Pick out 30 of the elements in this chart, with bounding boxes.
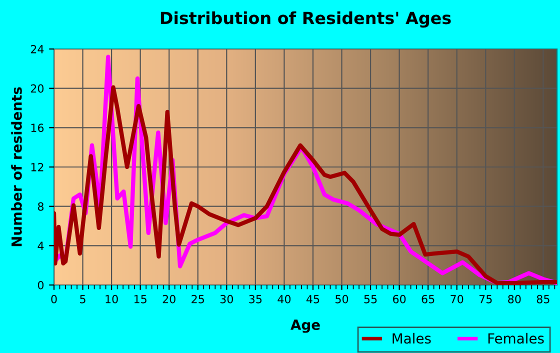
x-tick-label: 80 xyxy=(508,294,521,304)
y-tick-label: 20 xyxy=(30,84,44,93)
x-tick-label: 25 xyxy=(192,294,204,304)
x-tick-label: 35 xyxy=(249,294,262,304)
x-tick-label: 70 xyxy=(450,294,464,304)
x-tick-label: 60 xyxy=(393,294,406,304)
x-tick-label: 40 xyxy=(278,294,291,304)
y-tick-label: 8 xyxy=(38,202,44,211)
x-tick-label: 65 xyxy=(422,294,434,304)
legend-label: Males xyxy=(392,332,431,344)
y-tick-label: 4 xyxy=(38,242,44,250)
y-tick-label: 12 xyxy=(31,162,44,172)
y-tick-label: 16 xyxy=(31,124,44,132)
chart-title: Distribution of Residents' Ages xyxy=(160,11,451,28)
x-tick-label: 0 xyxy=(51,294,57,304)
x-axis-title: Age xyxy=(290,320,320,333)
y-axis-title: Number of residents xyxy=(11,87,22,246)
x-tick-label: 10 xyxy=(106,294,118,304)
x-tick-label: 85 xyxy=(536,294,550,304)
y-tick-label: 0 xyxy=(38,280,44,290)
x-tick-label: 45 xyxy=(306,295,320,304)
x-tick-label: 15 xyxy=(134,295,146,304)
x-tick-label: 75 xyxy=(479,295,492,304)
y-tick-label: 24 xyxy=(30,44,44,54)
x-tick-label: 50 xyxy=(336,294,348,304)
x-tick-label: 30 xyxy=(220,294,233,304)
x-tick-label: 5 xyxy=(80,295,86,304)
legend-label: Females xyxy=(488,332,544,344)
x-tick-label: 20 xyxy=(162,294,176,304)
x-tick-label: 55 xyxy=(364,295,377,304)
